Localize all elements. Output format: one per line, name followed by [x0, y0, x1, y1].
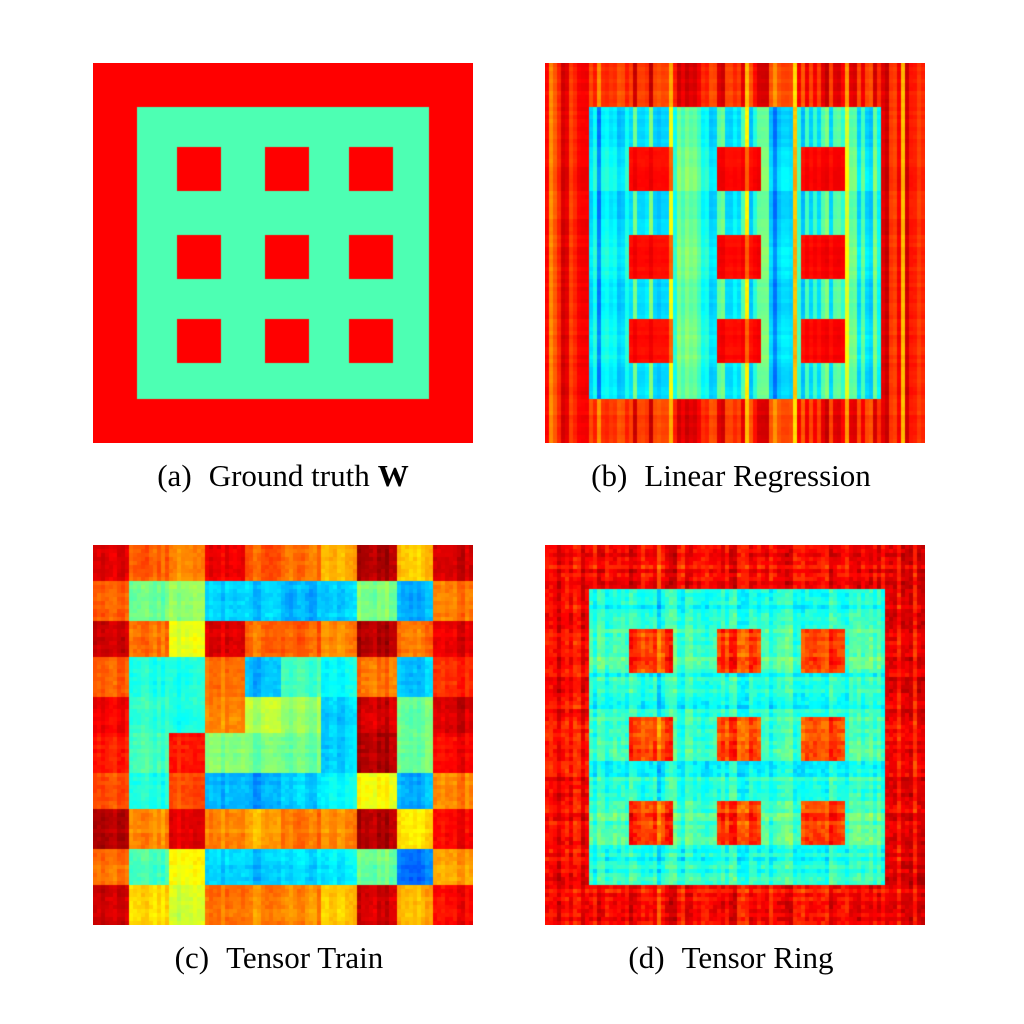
caption-index-c: (c)	[174, 940, 210, 975]
caption-index-b: (b)	[591, 458, 628, 493]
caption-title-d: Tensor Ring	[681, 940, 834, 975]
heatmap-ground-truth-w	[93, 63, 473, 443]
subfigure-b-caption: (b) Linear Regression	[545, 457, 925, 496]
heatmap-tensor-ring	[545, 545, 925, 925]
subfigure-d-caption: (d) Tensor Ring	[545, 939, 925, 978]
caption-title-a: Ground truth	[208, 458, 370, 493]
caption-title-b: Linear Regression	[644, 458, 871, 493]
subfigure-c: (c) Tensor Train	[93, 545, 473, 978]
subfigure-d: (d) Tensor Ring	[545, 545, 925, 978]
subfigure-a: (a) Ground truth W	[93, 63, 473, 496]
caption-index-a: (a)	[157, 458, 192, 493]
caption-title-c: Tensor Train	[226, 940, 384, 975]
subfigure-c-caption: (c) Tensor Train	[93, 939, 473, 978]
subfigure-b: (b) Linear Regression	[545, 63, 925, 496]
heatmap-linear-regression	[545, 63, 925, 443]
subfigure-a-caption: (a) Ground truth W	[93, 457, 473, 496]
caption-index-d: (d)	[628, 940, 665, 975]
caption-math-symbol-w: W	[377, 458, 409, 493]
heatmap-tensor-train	[93, 545, 473, 925]
